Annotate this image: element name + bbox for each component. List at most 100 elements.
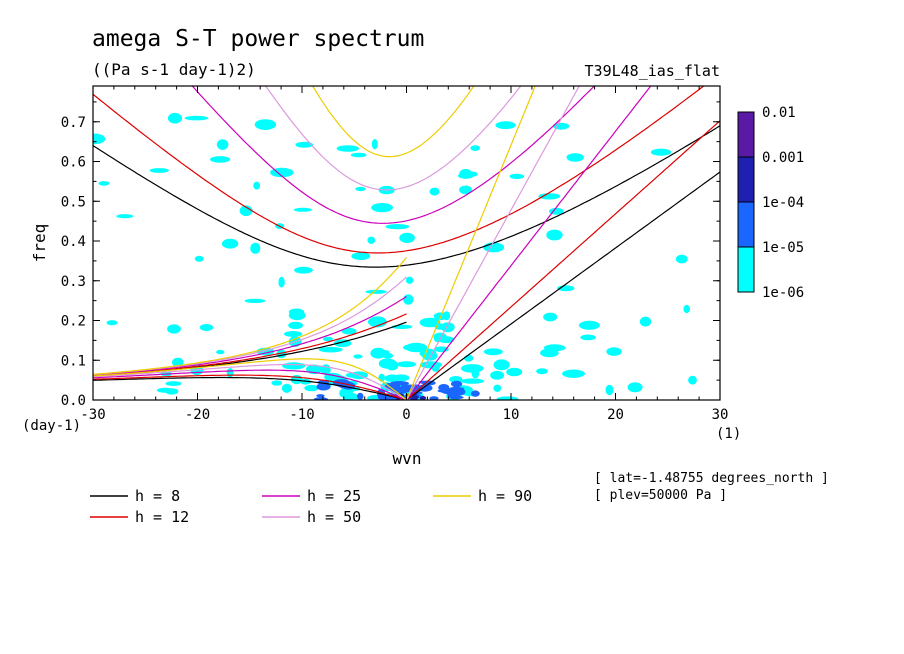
power-cell (98, 181, 110, 186)
kelvin-curve (406, 120, 720, 400)
power-cell (580, 334, 596, 341)
mrg-curve (93, 295, 407, 376)
x-axis: -30 -20 -10 0 10 20 30 (80, 86, 728, 423)
power-cell (304, 384, 319, 392)
power-cell (239, 205, 253, 216)
rossby-curve (93, 363, 407, 400)
power-cell (483, 242, 505, 253)
power-cell (106, 320, 118, 326)
info-latitude: [ lat=-1.48755 degrees_north ] (594, 471, 829, 486)
power-cell (459, 185, 472, 195)
power-cell (149, 168, 169, 173)
power-cell (284, 331, 303, 337)
power-cell (378, 358, 397, 369)
power-cell (384, 374, 401, 383)
power-cell (483, 348, 503, 356)
power-cell (199, 324, 214, 331)
power-cell (244, 298, 266, 303)
x-tick-label: -20 (185, 407, 210, 423)
mrg-curve (93, 257, 407, 375)
y-tick-label: 0.2 (61, 314, 86, 330)
power-cell (116, 214, 134, 219)
power-cell (341, 327, 357, 335)
x-tick-label: -30 (80, 407, 105, 423)
power-cell (278, 276, 285, 288)
power-cell (355, 186, 366, 192)
plot-area (93, 86, 720, 400)
colorbar-label: 1e-04 (762, 195, 804, 211)
kelvin-curve (406, 171, 720, 400)
colorbar: 0.01 0.001 1e-04 1e-05 1e-06 (737, 105, 804, 301)
power-cell (194, 255, 204, 262)
power-cell (688, 375, 697, 385)
inertia-gravity-curve (93, 86, 705, 254)
power-cell (372, 349, 390, 355)
power-cell (371, 139, 378, 150)
y-tick-label: 0.4 (61, 234, 86, 250)
chart-subtitle: ((Pa s-1 day-1)2) (92, 60, 256, 79)
power-cell (461, 171, 478, 178)
power-cell (627, 382, 643, 393)
power-cell (543, 312, 558, 322)
power-cell-high (402, 387, 411, 393)
x-tick-label: 10 (503, 407, 520, 423)
inertia-gravity-curve (311, 86, 475, 158)
mrg-curve (93, 321, 407, 377)
power-cell (339, 388, 347, 398)
power-cell (399, 232, 415, 243)
y-tick-label: 0.6 (61, 155, 86, 171)
power-cell (403, 294, 414, 305)
power-cell (606, 347, 622, 356)
power-cell (336, 145, 359, 152)
y-tick-label: 0.5 (61, 194, 86, 210)
rossby-curve (93, 358, 407, 400)
power-cell (221, 238, 239, 249)
y-tick-label: 0.0 (61, 393, 86, 409)
power-cell (429, 187, 440, 196)
chart-title: amega S-T power spectrum (92, 26, 424, 52)
power-cell (184, 115, 209, 121)
y-axis-label: freq (30, 224, 49, 263)
plot-frame (92, 85, 721, 401)
power-cell-high (450, 380, 463, 388)
power-cell (449, 376, 463, 383)
power-cell (253, 181, 261, 190)
power-cell (216, 139, 229, 150)
y-tick-label: 0.1 (61, 353, 86, 369)
power-cell-high (356, 392, 364, 400)
power-cell-max (419, 396, 427, 400)
legend-label: h = 25 (307, 487, 361, 505)
colorbar-label: 0.01 (762, 105, 796, 121)
y-tick-label: 0.3 (61, 274, 86, 290)
power-cell-high (385, 383, 393, 388)
power-cell (419, 317, 441, 328)
power-cell (464, 354, 474, 362)
power-cell-high (447, 391, 460, 400)
power-cell (156, 387, 174, 393)
power-cell (509, 173, 525, 180)
power-cell-max (410, 397, 418, 400)
power-cell (250, 242, 261, 254)
power-cell (371, 203, 393, 213)
kelvin-curve (405, 86, 580, 400)
power-cell (605, 384, 614, 396)
rossby-curve (93, 374, 407, 400)
run-label: T39L48_ias_flat (585, 62, 720, 80)
colorbar-swatch (737, 111, 755, 158)
power-cell (295, 141, 314, 148)
power-cell-high (316, 394, 325, 398)
power-cell (639, 316, 652, 327)
power-cell (353, 354, 363, 359)
colorbar-swatch (737, 201, 755, 248)
x-tick-label: 30 (712, 407, 729, 423)
power-cell (216, 349, 225, 355)
power-cell (385, 224, 410, 230)
power-cell (470, 145, 481, 152)
power-cell (490, 370, 505, 380)
power-cell (471, 368, 480, 379)
colorbar-swatch (737, 156, 755, 203)
power-cell-high (429, 396, 439, 400)
colorbar-label: 1e-05 (762, 240, 804, 256)
power-cell (165, 381, 182, 386)
